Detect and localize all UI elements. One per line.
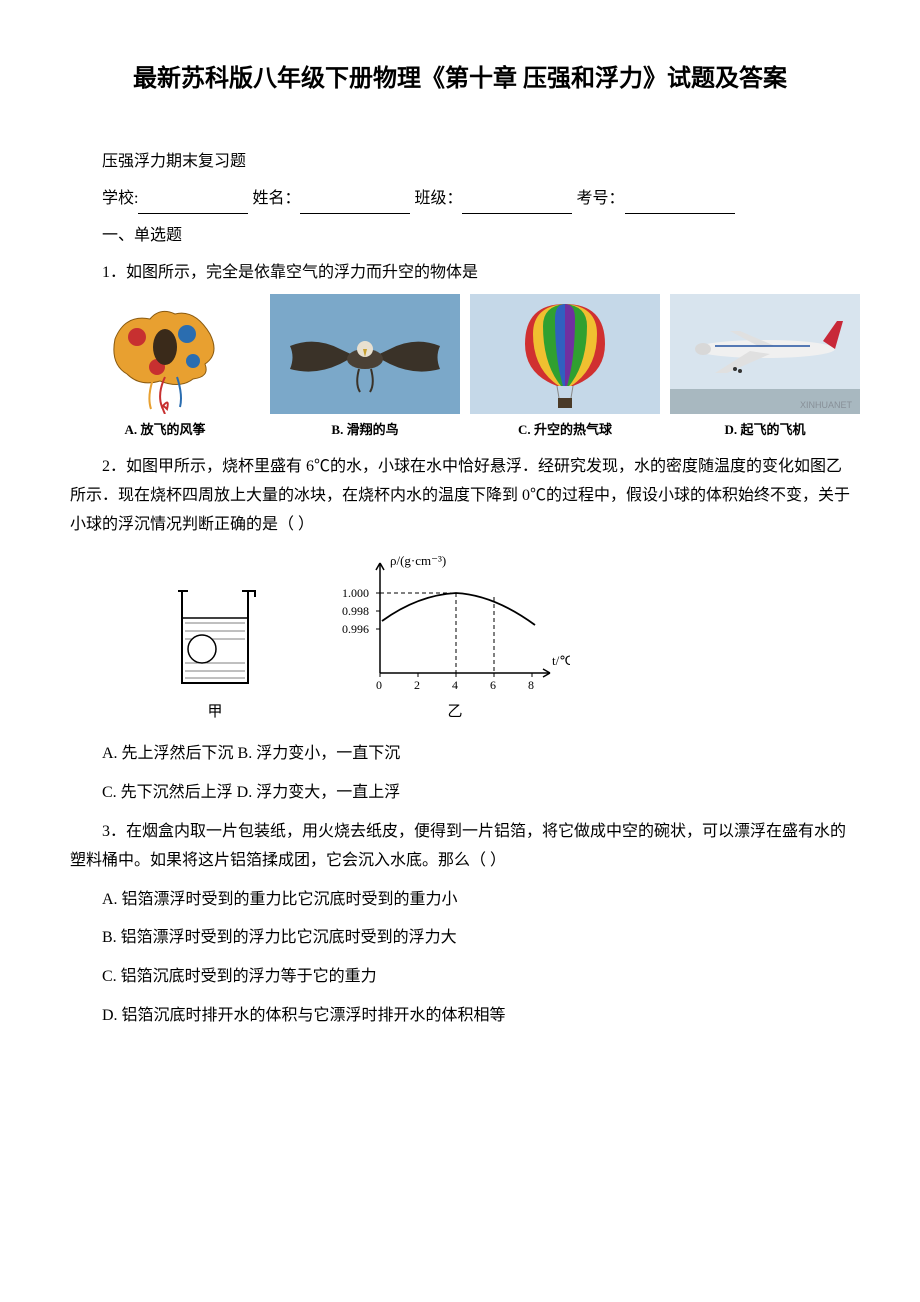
q1-letter-a: A. — [125, 422, 138, 437]
yi-label: 乙 — [447, 699, 462, 726]
school-label: 学校: — [102, 190, 138, 207]
graph-xlabel: t/℃ — [552, 653, 570, 668]
graph-x0: 0 — [376, 678, 382, 692]
balloon-image — [470, 294, 660, 414]
svg-text:XINHUANET: XINHUANET — [800, 400, 853, 410]
q1-label-c: C. 升空的热气球 — [518, 418, 612, 441]
name-blank — [300, 198, 410, 214]
graph-svg: ρ/(g·cm⁻³) t/℃ 1.000 0.998 0.996 0 2 4 6… — [340, 553, 570, 693]
q3-option-a: A. 铝箔漂浮时受到的重力比它沉底时受到的重力小 — [70, 886, 850, 915]
plane-image: XINHUANET — [670, 294, 860, 414]
form-line: 学校: 姓名： 班级： 考号： — [70, 185, 850, 214]
graph-x8: 8 — [528, 678, 534, 692]
number-label: 考号： — [576, 190, 624, 207]
school-blank — [138, 198, 248, 214]
q1-option-a: A. 放飞的风筝 — [70, 294, 260, 441]
q1-letter-d: D. — [725, 422, 738, 437]
q1-letter-b: B. — [331, 422, 343, 437]
q2-text: 2．如图甲所示，烧杯里盛有 6℃的水，小球在水中恰好悬浮．经研究发现，水的密度随… — [70, 453, 850, 539]
graph-y2: 0.998 — [342, 604, 369, 618]
q3-option-c: C. 铝箔沉底时受到的浮力等于它的重力 — [70, 963, 850, 992]
graph-y3: 0.996 — [342, 622, 369, 636]
name-label: 姓名： — [252, 190, 300, 207]
q1-caption-a: 放飞的风筝 — [140, 422, 205, 437]
q3-text: 3．在烟盒内取一片包装纸，用火烧去纸皮，便得到一片铝箔，将它做成中空的碗状，可以… — [70, 818, 850, 876]
beaker-diagram: 甲 — [170, 583, 260, 726]
q2-options-line1: A. 先上浮然后下沉 B. 浮力变小，一直下沉 — [70, 740, 850, 769]
q1-caption-b: 滑翔的鸟 — [347, 422, 399, 437]
q1-letter-c: C. — [518, 422, 531, 437]
q1-label-d: D. 起飞的飞机 — [725, 418, 806, 441]
class-label: 班级： — [414, 190, 462, 207]
number-blank — [625, 198, 735, 214]
subtitle: 压强浮力期末复习题 — [70, 148, 850, 177]
q1-option-d: XINHUANET D. 起飞的飞机 — [670, 294, 860, 441]
q3-option-b: B. 铝箔漂浮时受到的浮力比它沉底时受到的浮力大 — [70, 924, 850, 953]
document-title: 最新苏科版八年级下册物理《第十章 压强和浮力》试题及答案 — [70, 60, 850, 98]
jia-label: 甲 — [207, 699, 222, 726]
q1-caption-c: 升空的热气球 — [534, 422, 612, 437]
q1-caption-d: 起飞的飞机 — [740, 422, 805, 437]
q1-label-a: A. 放飞的风筝 — [125, 418, 206, 441]
q1-option-c: C. 升空的热气球 — [470, 294, 660, 441]
q2-diagrams: 甲 ρ/(g·cm⁻³) t/℃ 1.000 0.998 0.996 0 2 4… — [170, 553, 850, 726]
q1-image-row: A. 放飞的风筝 B. 滑翔的鸟 — [70, 294, 850, 441]
q1-label-b: B. 滑翔的鸟 — [331, 418, 398, 441]
graph-x6: 6 — [490, 678, 496, 692]
q3-option-d: D. 铝箔沉底时排开水的体积与它漂浮时排开水的体积相等 — [70, 1002, 850, 1031]
beaker-svg — [170, 583, 260, 693]
graph-diagram: ρ/(g·cm⁻³) t/℃ 1.000 0.998 0.996 0 2 4 6… — [340, 553, 570, 726]
bird-image — [270, 294, 460, 414]
kite-image — [70, 294, 260, 414]
section-header: 一、单选题 — [70, 222, 850, 251]
graph-x2: 2 — [414, 678, 420, 692]
class-blank — [462, 198, 572, 214]
graph-y1: 1.000 — [342, 586, 369, 600]
graph-x4: 4 — [452, 678, 458, 692]
q2-options-line2: C. 先下沉然后上浮 D. 浮力变大，一直上浮 — [70, 779, 850, 808]
q1-option-b: B. 滑翔的鸟 — [270, 294, 460, 441]
graph-ylabel: ρ/(g·cm⁻³) — [390, 553, 446, 568]
q1-text: 1．如图所示，完全是依靠空气的浮力而升空的物体是 — [70, 259, 850, 288]
